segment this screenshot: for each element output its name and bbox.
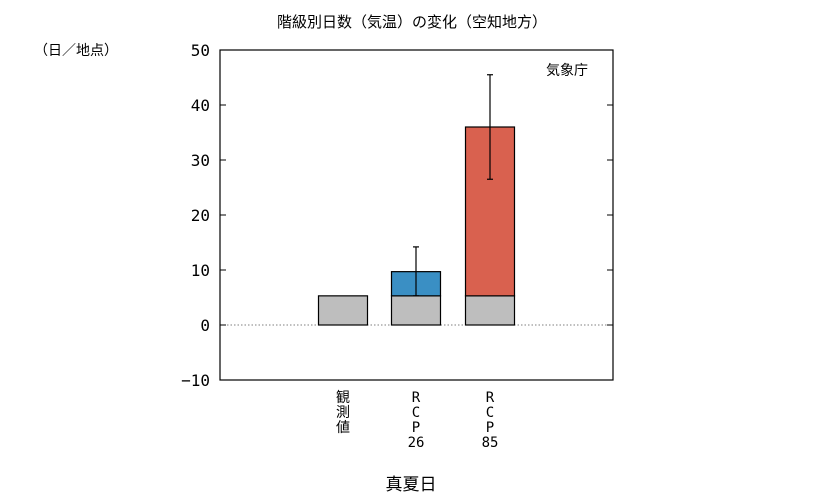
x-category-label: R C P 85 [482,390,499,451]
y-tick-label: −10 [181,371,210,390]
x-category-label: 観測値 [336,389,350,436]
y-tick-label: 40 [191,96,210,115]
y-tick-label: 50 [191,41,210,60]
plot-area [219,49,614,381]
y-tick-label: 10 [191,261,210,280]
y-axis-label: （日／地点） [34,43,118,59]
y-tick-label: 20 [191,206,210,225]
bar-segment [390,295,442,326]
y-tick-label: 0 [200,316,210,335]
chart-title: 階級別日数（気温）の変化（空知地方） [277,13,547,31]
x-category-label: R C P 26 [408,390,425,451]
y-tick-label: 30 [191,151,210,170]
x-axis-label: 真夏日 [386,475,437,495]
bar-segment [464,126,516,297]
source-label: 気象庁 [546,63,588,79]
bar-segment [464,295,516,326]
bar-segment [317,295,369,326]
